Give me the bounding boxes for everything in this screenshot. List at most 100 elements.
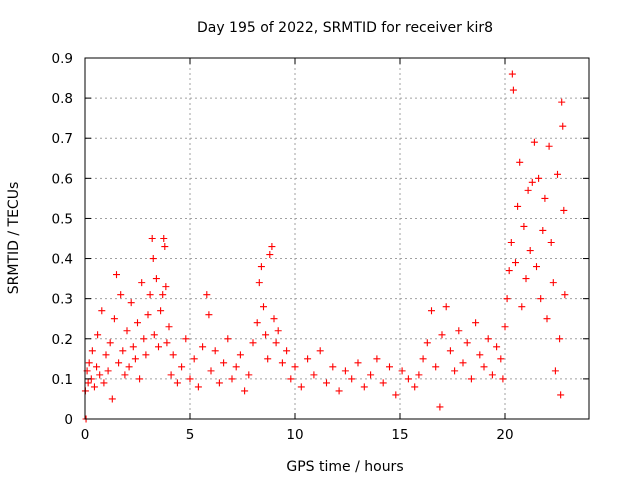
data-point — [348, 375, 356, 383]
data-point — [270, 315, 278, 323]
data-point — [415, 371, 423, 379]
data-point — [432, 363, 440, 371]
data-point — [146, 291, 154, 299]
data-point — [541, 194, 549, 202]
data-point — [419, 355, 427, 363]
data-point — [149, 255, 157, 263]
data-point — [136, 375, 144, 383]
data-point — [205, 311, 213, 319]
data-point — [165, 323, 173, 331]
data-point — [138, 279, 146, 287]
data-point — [520, 222, 528, 230]
data-point — [323, 379, 330, 387]
data-point — [558, 98, 566, 106]
data-point — [104, 367, 112, 375]
data-point — [157, 307, 165, 315]
data-point — [512, 259, 519, 267]
y-tick-label: 0.1 — [52, 372, 73, 388]
data-point — [257, 263, 265, 271]
data-point — [480, 363, 488, 371]
data-point — [98, 307, 106, 315]
data-point — [524, 186, 532, 194]
data-point — [220, 359, 228, 367]
data-point — [274, 327, 282, 335]
data-point — [467, 375, 475, 383]
data-point — [241, 387, 249, 395]
y-tick-label: 0.6 — [52, 171, 73, 187]
data-point — [144, 311, 152, 319]
data-point — [224, 335, 232, 343]
data-point — [360, 383, 368, 391]
y-tick-label: 0.2 — [52, 332, 73, 348]
data-point — [211, 347, 219, 355]
y-tick-label: 0.4 — [52, 252, 73, 268]
data-point — [472, 319, 480, 327]
y-tick-label: 0.3 — [52, 292, 73, 308]
data-point — [329, 363, 337, 371]
data-point — [537, 295, 545, 303]
data-point — [140, 335, 148, 343]
data-point — [497, 355, 505, 363]
data-point — [129, 343, 137, 351]
data-point — [367, 371, 375, 379]
data-point — [117, 291, 125, 299]
chart-title: Day 195 of 2022, SRMTID for receiver kir… — [197, 20, 493, 36]
data-point — [455, 327, 463, 335]
data-point — [508, 70, 516, 78]
data-point — [232, 363, 240, 371]
data-point — [549, 279, 557, 287]
data-point — [501, 323, 509, 331]
data-point — [404, 375, 412, 383]
data-point — [503, 295, 511, 303]
data-point — [533, 263, 540, 271]
data-point — [102, 351, 110, 359]
data-point — [190, 355, 198, 363]
data-point — [535, 174, 543, 182]
data-point — [94, 331, 102, 339]
data-point — [207, 367, 215, 375]
data-point — [476, 351, 484, 359]
data-point — [268, 243, 276, 251]
data-point — [266, 251, 274, 259]
data-points — [81, 70, 569, 423]
data-point — [459, 359, 467, 367]
data-point — [245, 371, 253, 379]
data-point — [484, 335, 492, 343]
data-point — [113, 271, 120, 279]
data-point — [530, 138, 538, 146]
data-point — [446, 347, 454, 355]
data-point — [398, 367, 406, 375]
y-tick-label: 0.9 — [52, 51, 73, 67]
axis-ticks — [84, 57, 589, 420]
data-point — [262, 331, 270, 339]
data-point — [522, 275, 530, 283]
data-point — [505, 267, 513, 275]
data-point — [379, 379, 387, 387]
data-point — [310, 371, 318, 379]
data-point — [556, 335, 564, 343]
data-point — [442, 303, 450, 311]
x-tick-label: 15 — [391, 427, 408, 443]
x-tick-label: 20 — [496, 427, 513, 443]
data-point — [228, 375, 236, 383]
data-point — [160, 235, 168, 242]
data-point — [516, 158, 524, 166]
data-point — [428, 307, 435, 315]
data-point — [554, 170, 561, 178]
data-point — [131, 355, 139, 363]
data-point — [316, 347, 324, 355]
data-point — [551, 367, 559, 375]
data-point — [162, 283, 170, 291]
data-point — [255, 279, 263, 287]
data-point — [518, 303, 526, 311]
data-point — [106, 339, 114, 347]
data-point — [108, 395, 116, 403]
data-point — [304, 355, 312, 363]
y-tick-label: 0.7 — [52, 131, 73, 147]
x-tick-labels: 0 5 10 15 20 — [81, 427, 514, 443]
data-point — [373, 355, 381, 363]
data-point — [215, 379, 223, 387]
data-point — [539, 226, 547, 234]
data-point — [152, 275, 160, 283]
data-point — [543, 315, 551, 323]
